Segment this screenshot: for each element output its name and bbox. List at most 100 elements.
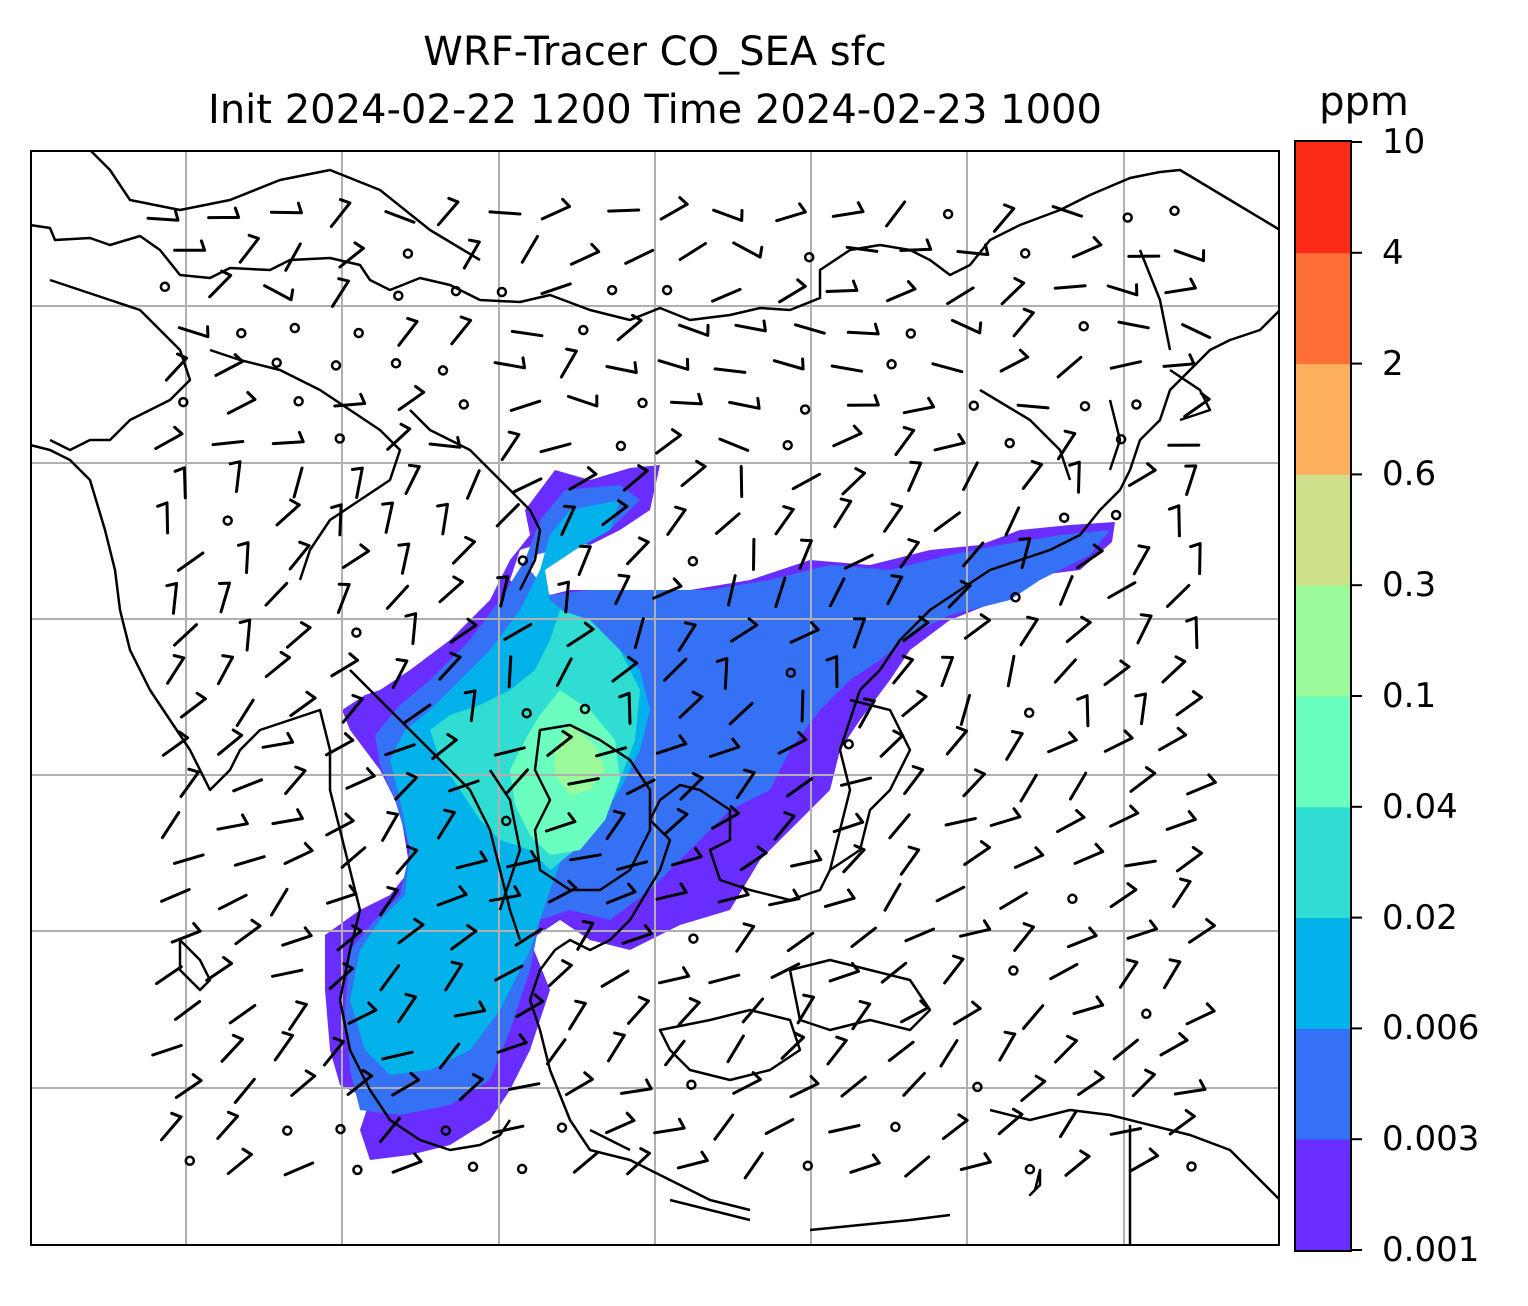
wind-barb [338, 241, 365, 269]
wind-barb [1175, 846, 1203, 873]
calm-wind-marker [1079, 400, 1091, 412]
wind-barb [1021, 1004, 1045, 1030]
wind-barb [381, 501, 394, 534]
wind-barb [394, 771, 418, 801]
wind-barb [1166, 583, 1191, 608]
wind-barb [678, 242, 707, 261]
wind-barb [943, 954, 965, 985]
wind-barb [1019, 773, 1038, 803]
map-frame [30, 150, 1280, 1246]
calm-wind-marker [293, 396, 304, 407]
colorbar-tick-label: 0.001 [1382, 1230, 1480, 1270]
wind-barb [261, 731, 295, 749]
wind-barb [956, 243, 990, 257]
wind-barb [829, 577, 846, 608]
calm-wind-marker [843, 738, 854, 750]
wind-barb [732, 241, 764, 259]
wind-barb [1130, 1147, 1160, 1172]
wind-barb [350, 466, 364, 499]
wind-barb [1175, 690, 1203, 717]
wind-barb [496, 1033, 528, 1054]
map-gridlines [30, 150, 1280, 1246]
wind-barb [264, 650, 292, 678]
wind-barb [232, 778, 264, 793]
wind-barb [902, 396, 936, 415]
wind-barb [616, 313, 643, 342]
wind-barb [384, 743, 416, 757]
wind-barb [404, 463, 421, 495]
wind-barb [1076, 694, 1090, 728]
wind-barb [509, 399, 542, 412]
wind-barb [488, 885, 522, 903]
wind-barb [391, 1071, 421, 1097]
wind-barb [151, 1044, 183, 1057]
wind-barb [772, 357, 805, 371]
wind-barb [379, 964, 401, 992]
wind-barb [620, 1078, 653, 1095]
wind-barb [945, 725, 969, 756]
wind-barb [216, 813, 249, 831]
calm-wind-marker [222, 515, 233, 526]
calm-wind-marker [440, 1125, 452, 1136]
wind-barb [626, 536, 650, 566]
wind-barb [843, 553, 874, 570]
wind-barb [437, 808, 456, 840]
wind-barb [1161, 655, 1187, 684]
calm-wind-marker [351, 627, 362, 638]
wind-barb [946, 286, 975, 306]
wind-barb [540, 197, 571, 221]
colorbar-tick-label: 2 [1382, 343, 1404, 384]
wind-barb [879, 729, 905, 758]
wind-barb [728, 396, 761, 410]
wind-barb [208, 269, 233, 299]
wind-barb [326, 884, 358, 905]
colorbar-segment [1295, 1139, 1351, 1251]
wind-barb [214, 353, 244, 377]
wind-barb [741, 997, 765, 1024]
wind-barb [1013, 846, 1045, 869]
wind-barb [1184, 464, 1198, 496]
wind-barb [1186, 773, 1217, 796]
colorbar-tick-label: 0.6 [1382, 454, 1437, 495]
wind-barb [677, 997, 701, 1027]
wind-barb [507, 655, 513, 689]
wind-barb [1126, 919, 1158, 940]
wind-barb [732, 1071, 762, 1095]
wind-barb [329, 198, 352, 228]
wind-barb [708, 737, 741, 758]
wind-barb [944, 817, 977, 827]
wind-barb [1103, 659, 1131, 687]
calm-wind-marker [556, 1122, 568, 1133]
wind-barb [999, 891, 1028, 910]
wind-barb [992, 203, 1016, 233]
wind-barb [453, 1000, 487, 1018]
wind-barb [450, 315, 473, 346]
wind-barb [567, 777, 600, 786]
calm-wind-marker [890, 1121, 901, 1133]
wind-barb [385, 584, 410, 610]
wind-barb [514, 927, 543, 947]
wind-barb [488, 210, 522, 216]
colorbar-segment [1295, 696, 1351, 808]
wind-barb [283, 1161, 315, 1177]
wind-barb [791, 472, 821, 491]
wind-barb [715, 512, 741, 535]
calm-wind-marker [1010, 592, 1021, 603]
calm-wind-marker [390, 358, 402, 369]
wind-barb [403, 703, 432, 724]
wind-barb [935, 885, 966, 903]
wind-barb [1012, 307, 1035, 338]
colorbar-segments [1295, 142, 1351, 1251]
wind-barb [379, 885, 399, 917]
wind-barb [323, 1036, 345, 1067]
wind-barb [823, 888, 856, 908]
wind-barb [883, 882, 902, 912]
wind-barb [959, 694, 971, 726]
wind-barb [773, 811, 796, 841]
wind-barb [496, 575, 510, 608]
wind-barb [154, 425, 184, 450]
wind-barb [238, 233, 260, 264]
colorbar-tick-label: 0.006 [1382, 1008, 1480, 1049]
wind-barb [743, 1151, 764, 1180]
wind-barb [577, 544, 592, 577]
